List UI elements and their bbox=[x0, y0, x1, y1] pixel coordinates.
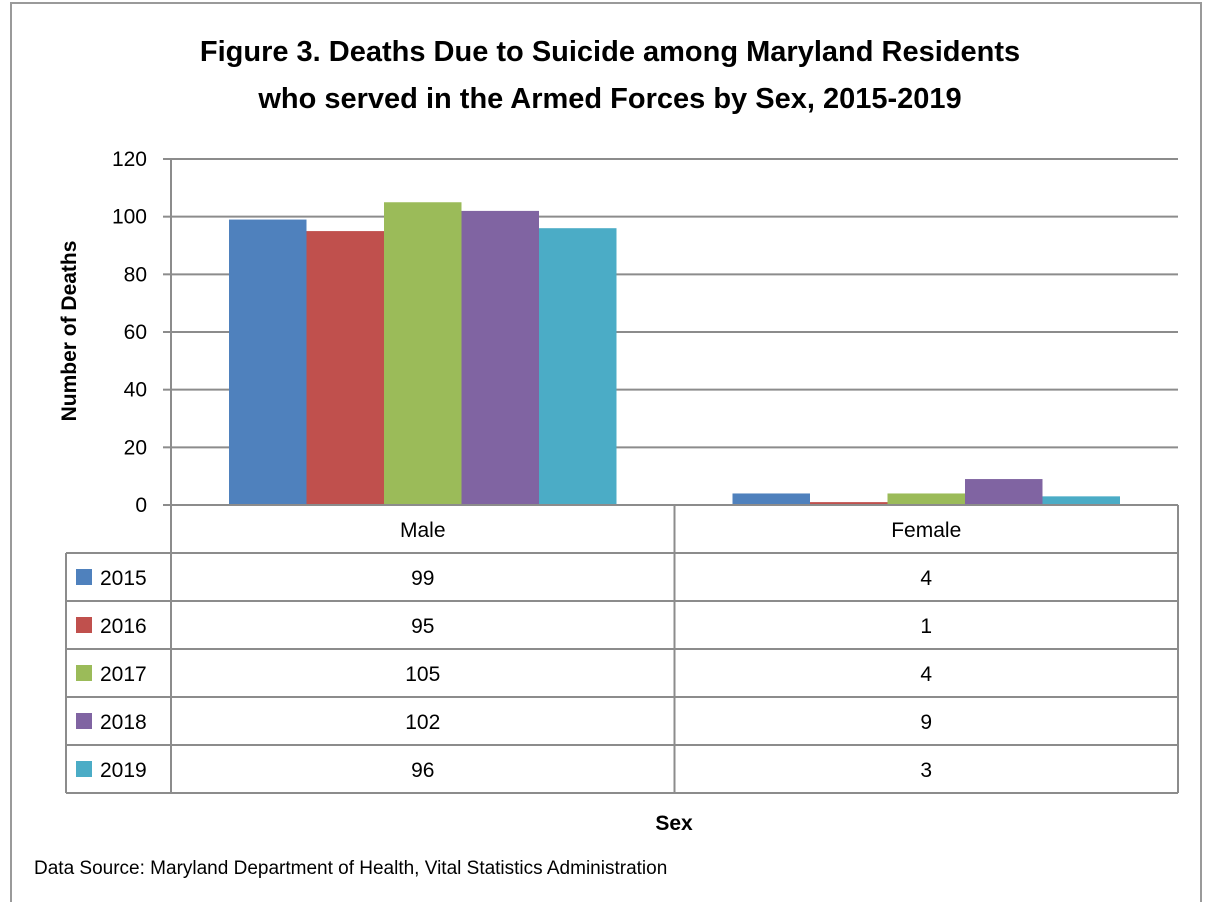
legend-label: 2019 bbox=[100, 759, 147, 782]
table-value-2016-female: 1 bbox=[920, 615, 932, 638]
y-tick-label: 80 bbox=[124, 263, 147, 286]
table-value-2018-male: 102 bbox=[405, 711, 440, 734]
chart-title-line2: who served in the Armed Forces by Sex, 2… bbox=[257, 83, 961, 115]
bar-2018-female bbox=[965, 479, 1043, 505]
bar-2015-female bbox=[732, 493, 810, 505]
bar-2016-female bbox=[810, 502, 888, 505]
table-value-2015-male: 99 bbox=[411, 567, 434, 590]
legend-swatch-2017 bbox=[76, 665, 92, 681]
chart-title-line1: Figure 3. Deaths Due to Suicide among Ma… bbox=[200, 36, 1020, 68]
legend-label: 2017 bbox=[100, 663, 147, 686]
bar-2017-male bbox=[384, 202, 462, 505]
y-tick-label: 60 bbox=[124, 321, 147, 344]
table-value-2019-male: 96 bbox=[411, 759, 434, 782]
table-value-2019-female: 3 bbox=[920, 759, 932, 782]
legend-swatch-2018 bbox=[76, 713, 92, 729]
table-value-2016-male: 95 bbox=[411, 615, 434, 638]
y-tick-label: 100 bbox=[112, 206, 147, 229]
bar-2019-female bbox=[1042, 496, 1120, 505]
y-tick-label: 40 bbox=[124, 379, 147, 402]
y-tick-label: 20 bbox=[124, 436, 147, 459]
y-axis-ticks: 0 20 40 60 80 100 120 bbox=[112, 148, 147, 517]
data-source-note: Data Source: Maryland Department of Heal… bbox=[34, 858, 667, 879]
table-value-2017-male: 105 bbox=[405, 663, 440, 686]
y-tick-label: 0 bbox=[135, 494, 147, 517]
x-category-label: Female bbox=[891, 519, 961, 542]
chart-frame bbox=[10, 2, 1202, 902]
table-value-2018-female: 9 bbox=[920, 711, 932, 734]
y-axis-title: Number of Deaths bbox=[58, 241, 81, 422]
x-category-label: Male bbox=[400, 519, 446, 542]
legend-swatch-2019 bbox=[76, 761, 92, 777]
bar-2018-male bbox=[461, 210, 539, 505]
bar-2019-male bbox=[539, 228, 617, 505]
y-tick-label: 120 bbox=[112, 148, 147, 171]
x-axis-title: Sex bbox=[655, 812, 693, 835]
bar-2016-male bbox=[306, 231, 384, 506]
legend-swatch-2015 bbox=[76, 569, 92, 585]
bar-2017-female bbox=[887, 493, 965, 505]
legend-swatch-2016 bbox=[76, 617, 92, 633]
data-table: Male Female 2015 99 4 2016 95 1 2017 105 4 2018 102 9… bbox=[65, 504, 1179, 794]
table-value-2017-female: 4 bbox=[920, 663, 932, 686]
legend-label: 2018 bbox=[100, 711, 147, 734]
bar-2015-male bbox=[229, 219, 307, 506]
legend-label: 2015 bbox=[100, 567, 147, 590]
bars bbox=[229, 202, 1120, 506]
table-value-2015-female: 4 bbox=[920, 567, 932, 590]
legend-label: 2016 bbox=[100, 615, 147, 638]
